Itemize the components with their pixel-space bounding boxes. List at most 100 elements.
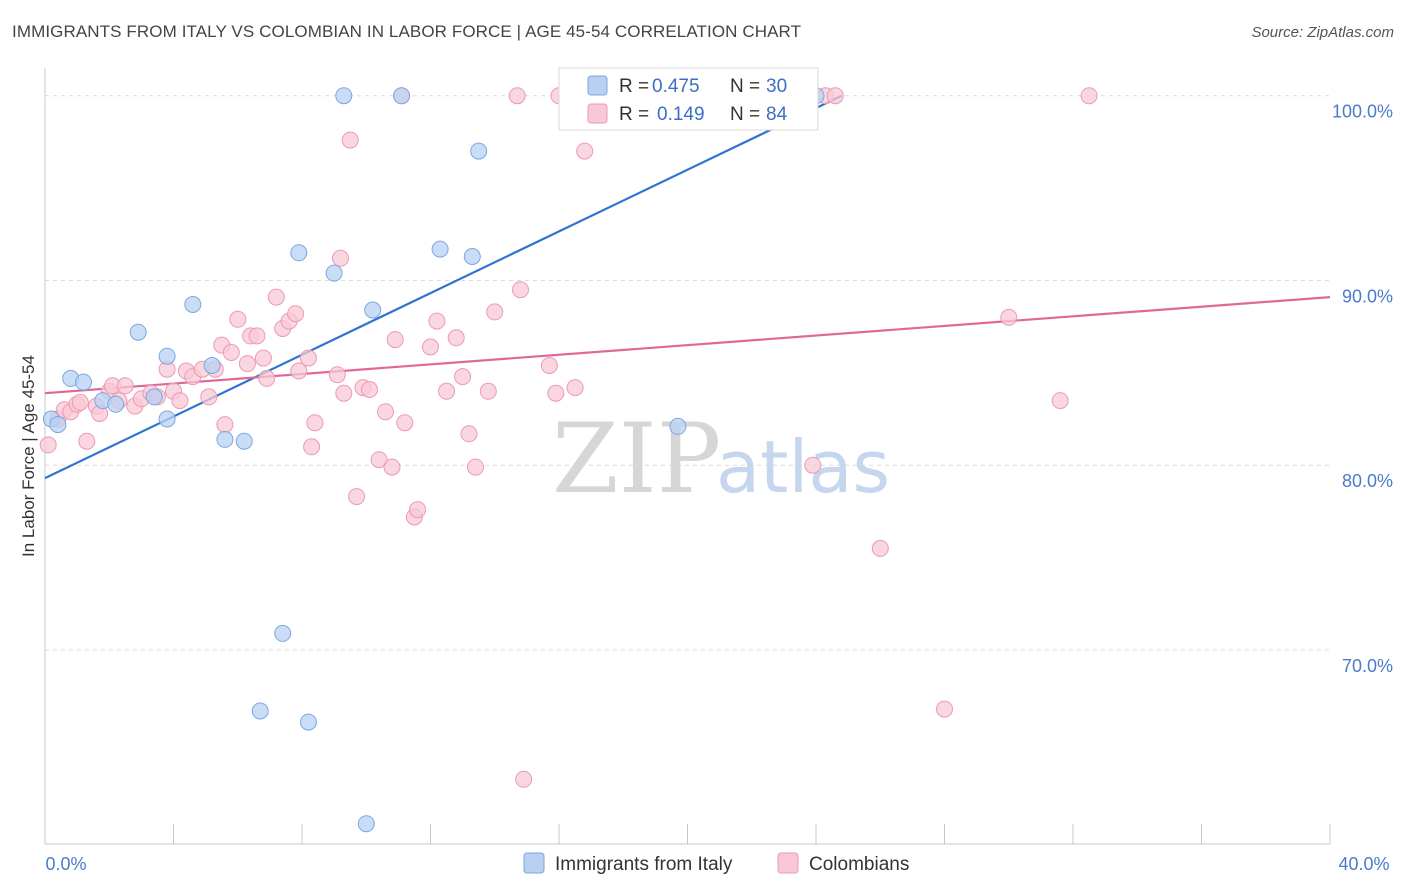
italy-point — [251, 702, 269, 720]
colombian-point — [348, 488, 366, 506]
colombian-point — [306, 414, 324, 432]
series-legend-label-italy: Immigrants from Italy — [555, 854, 733, 875]
grid — [45, 95, 1330, 651]
legend-swatch-italy — [587, 75, 608, 96]
colombian-point — [386, 331, 404, 349]
y-tick-label: 90.0% — [1342, 286, 1393, 306]
colombian-point — [566, 379, 584, 397]
legend-n-label-colombians: N = — [730, 104, 760, 125]
colombian-point — [267, 288, 285, 306]
italy-point — [299, 713, 317, 731]
colombian-point — [508, 87, 526, 105]
legend-n-value-colombians: 84 — [766, 104, 788, 125]
italy-point — [669, 417, 687, 435]
watermark-zip: ZIP — [552, 403, 721, 515]
colombian-point — [1080, 87, 1098, 105]
legend-r-value-colombians: 0.149 — [657, 104, 705, 125]
y-tick-label: 70.0% — [1342, 656, 1393, 676]
colombian-point — [396, 414, 414, 432]
colombian-point — [409, 501, 427, 519]
italy-point — [49, 416, 67, 434]
italy-point — [158, 410, 176, 428]
x-axis-ticks — [44, 824, 1331, 844]
colombian-point — [486, 303, 504, 321]
colombian-point — [248, 327, 266, 345]
colombian-point — [39, 436, 57, 454]
colombian-point — [116, 377, 134, 395]
colombian-point — [540, 357, 558, 374]
italy-point — [470, 142, 488, 160]
italy-point — [364, 301, 382, 319]
legend-r-label-italy: R = — [619, 76, 649, 97]
italy-point — [184, 296, 202, 313]
italy-point — [129, 323, 147, 341]
colombian-point — [383, 458, 401, 476]
colombian-point — [361, 381, 378, 398]
italy-point — [203, 357, 221, 374]
colombian-point — [78, 432, 96, 450]
italy-point — [325, 264, 343, 282]
legend-r-label-colombians: R = — [619, 104, 649, 125]
italy-point — [463, 248, 481, 265]
colombian-point — [512, 281, 529, 299]
italy-point — [335, 87, 353, 105]
watermark-atlas: atlas — [716, 425, 890, 509]
watermark: ZIP atlas — [552, 403, 890, 515]
colombian-point — [804, 456, 822, 474]
colombian-point — [826, 87, 844, 105]
y-tick-label: 80.0% — [1342, 471, 1393, 491]
colombian-point — [576, 142, 594, 160]
italy-point — [75, 373, 92, 391]
italy-point — [145, 388, 163, 406]
colombian-point — [238, 355, 256, 373]
colombian-point — [299, 349, 317, 367]
italy-point — [216, 430, 234, 448]
y-tick-label: 100.0% — [1332, 102, 1393, 122]
italy-trend-line — [44, 94, 843, 480]
colombian-point — [303, 438, 321, 456]
colombian-point — [438, 382, 456, 400]
colombian-point — [200, 388, 218, 406]
series-legend-swatch-colombians — [777, 852, 799, 874]
colombian-point — [936, 700, 953, 718]
colombian-point — [428, 312, 446, 330]
colombian-point — [332, 249, 349, 267]
italy-point — [431, 240, 449, 258]
legend-n-value-italy: 30 — [766, 76, 787, 97]
colombian-point — [460, 425, 478, 443]
chart-source: Source: ZipAtlas.com — [1251, 24, 1394, 41]
colombian-point — [287, 305, 305, 323]
series-legend: Immigrants from Italy Colombians — [523, 852, 909, 875]
italy-point — [158, 347, 176, 365]
colombian-point — [447, 329, 465, 347]
italy-point — [290, 244, 308, 262]
colombian-point — [479, 382, 497, 400]
colombian-point — [341, 131, 359, 149]
y-tick-labels: 70.0% 80.0% 90.0% 100.0% — [1332, 102, 1393, 676]
colombian-point — [171, 392, 189, 410]
colombian-point — [377, 403, 394, 421]
colombian-point — [871, 539, 889, 557]
x-tick-label-max: 40.0% — [1338, 854, 1389, 874]
italy-point — [274, 624, 292, 642]
colombian-point — [370, 451, 388, 469]
colombian-point — [222, 344, 240, 361]
colombian-point — [335, 384, 353, 402]
colombian-point — [467, 458, 484, 476]
series-legend-label-colombians: Colombians — [809, 854, 909, 875]
legend-n-label-italy: N = — [730, 76, 760, 97]
x-tick-label-min: 0.0% — [45, 854, 86, 874]
colombian-point — [547, 384, 565, 402]
italy-point — [357, 815, 375, 833]
colombian-point — [258, 369, 276, 387]
italy-point — [235, 432, 253, 450]
legend-swatch-colombians — [587, 103, 608, 124]
colombian-point — [216, 416, 234, 434]
colombian-point — [422, 338, 439, 356]
colombian-point — [515, 770, 533, 788]
colombian-point — [254, 349, 272, 367]
colombian-point — [229, 310, 247, 328]
colombian-point — [1000, 308, 1018, 326]
colombian-point — [71, 393, 89, 411]
